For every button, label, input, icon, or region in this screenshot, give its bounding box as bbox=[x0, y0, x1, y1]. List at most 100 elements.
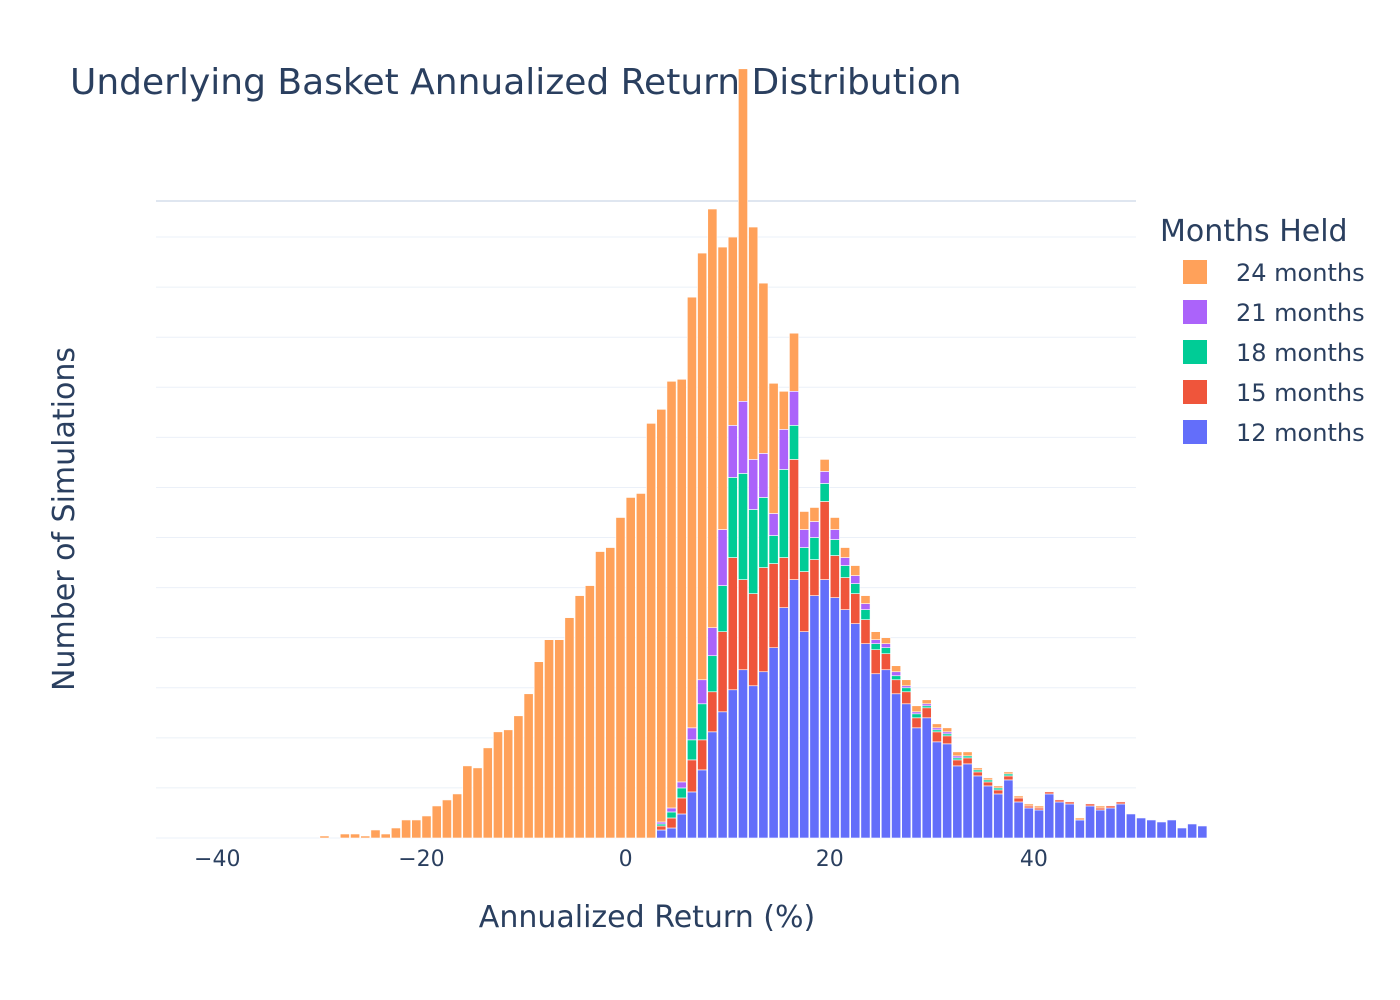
bar-12-months bbox=[666, 827, 677, 839]
bar-15-months bbox=[891, 679, 902, 695]
bar-24-months bbox=[697, 252, 708, 681]
bar-12-months bbox=[789, 579, 799, 839]
legend-label-21-months[interactable]: 21 months bbox=[1236, 299, 1365, 327]
bar-12-months bbox=[819, 579, 830, 839]
bar-12-months bbox=[707, 731, 718, 839]
legend-title: Months Held bbox=[1160, 214, 1348, 249]
bar-24-months bbox=[421, 815, 432, 839]
bar-18-months bbox=[983, 779, 993, 783]
legend-swatch-15-months[interactable] bbox=[1183, 380, 1207, 404]
bar-24-months bbox=[452, 793, 463, 839]
bar-21-months bbox=[952, 755, 963, 759]
bar-24-months bbox=[962, 751, 973, 757]
bar-12-months bbox=[1156, 821, 1167, 839]
bar-12-months bbox=[1064, 803, 1075, 839]
bar-24-months bbox=[768, 382, 779, 514]
bar-12-months bbox=[768, 647, 779, 839]
legend-label-24-months[interactable]: 24 months bbox=[1236, 259, 1365, 287]
bar-24-months bbox=[380, 833, 391, 839]
bar-15-months bbox=[1115, 801, 1126, 805]
bar-15-months bbox=[1044, 791, 1055, 795]
bar-15-months bbox=[789, 459, 799, 580]
legend-label-18-months[interactable]: 18 months bbox=[1236, 339, 1365, 367]
bar-24-months bbox=[819, 459, 830, 472]
bar-15-months bbox=[942, 735, 953, 745]
legend-label-12-months[interactable]: 12 months bbox=[1236, 419, 1365, 447]
bar-12-months bbox=[717, 711, 728, 839]
bar-24-months bbox=[972, 767, 983, 771]
bar-15-months bbox=[911, 717, 922, 729]
bar-12-months bbox=[911, 727, 922, 839]
bar-15-months bbox=[1095, 807, 1106, 811]
bar-12-months bbox=[738, 669, 748, 839]
bar-15-months bbox=[850, 593, 861, 624]
bar-12-months bbox=[942, 743, 953, 839]
bar-12-months bbox=[778, 607, 789, 839]
bar-24-months bbox=[942, 727, 953, 733]
bar-24-months bbox=[687, 296, 697, 729]
bar-24-months bbox=[799, 511, 810, 530]
bar-21-months bbox=[666, 807, 677, 813]
bar-12-months bbox=[891, 693, 902, 839]
bar-24-months bbox=[1074, 817, 1085, 821]
bar-18-months bbox=[921, 705, 932, 709]
bar-15-months bbox=[983, 781, 993, 787]
bar-24-months bbox=[533, 661, 544, 839]
bar-18-months bbox=[850, 583, 861, 594]
bar-18-months bbox=[901, 687, 912, 693]
bar-15-months bbox=[748, 593, 759, 687]
bar-12-months bbox=[656, 829, 667, 839]
bar-24-months bbox=[462, 765, 473, 839]
bar-12-months bbox=[1095, 809, 1106, 839]
bar-24-months bbox=[921, 699, 932, 705]
bar-18-months bbox=[911, 713, 922, 719]
bar-15-months bbox=[993, 789, 1004, 795]
bar-21-months bbox=[717, 529, 728, 586]
bar-12-months bbox=[1136, 817, 1147, 839]
bar-24-months bbox=[860, 595, 871, 604]
bar-12-months bbox=[1085, 805, 1095, 839]
legend-swatch-18-months[interactable] bbox=[1183, 340, 1207, 364]
bar-12-months bbox=[1115, 803, 1126, 839]
bar-12-months bbox=[972, 775, 983, 839]
bar-18-months bbox=[952, 757, 963, 761]
bar-18-months bbox=[789, 425, 799, 460]
bar-21-months bbox=[676, 781, 687, 789]
legend-swatch-21-months[interactable] bbox=[1183, 300, 1207, 324]
bar-12-months bbox=[850, 623, 861, 839]
bar-12-months bbox=[829, 597, 840, 839]
bar-18-months bbox=[768, 535, 779, 564]
bar-24-months bbox=[717, 246, 728, 530]
bar-24-months bbox=[1023, 803, 1034, 807]
bar-18-months bbox=[1003, 773, 1014, 777]
bar-21-months bbox=[656, 821, 667, 825]
bar-12-months bbox=[1013, 801, 1024, 839]
bar-18-months bbox=[748, 509, 759, 594]
legend-label-15-months[interactable]: 15 months bbox=[1236, 379, 1365, 407]
bar-15-months bbox=[972, 771, 983, 777]
bar-24-months bbox=[870, 631, 881, 640]
legend-swatch-12-months[interactable] bbox=[1183, 420, 1207, 444]
legend-swatch-24-months[interactable] bbox=[1183, 260, 1207, 284]
bar-18-months bbox=[942, 733, 953, 737]
bar-18-months bbox=[880, 647, 891, 655]
bar-18-months bbox=[799, 547, 810, 572]
bar-18-months bbox=[891, 675, 902, 681]
bar-18-months bbox=[758, 497, 769, 568]
bar-12-months bbox=[697, 769, 708, 839]
bar-15-months bbox=[727, 557, 738, 691]
bar-21-months bbox=[860, 603, 871, 610]
bar-18-months bbox=[738, 473, 748, 580]
bar-24-months bbox=[952, 751, 963, 757]
bar-21-months bbox=[707, 627, 718, 657]
bar-24-months bbox=[1095, 805, 1106, 809]
bar-24-months bbox=[891, 665, 902, 673]
x-tick-label: 20 bbox=[816, 847, 844, 872]
bar-21-months bbox=[850, 575, 861, 584]
bar-12-months bbox=[1105, 807, 1116, 839]
bar-24-months bbox=[513, 715, 524, 839]
bar-18-months bbox=[727, 477, 738, 558]
bar-21-months bbox=[727, 425, 738, 478]
bar-21-months bbox=[840, 557, 850, 566]
bar-15-months bbox=[717, 631, 728, 713]
